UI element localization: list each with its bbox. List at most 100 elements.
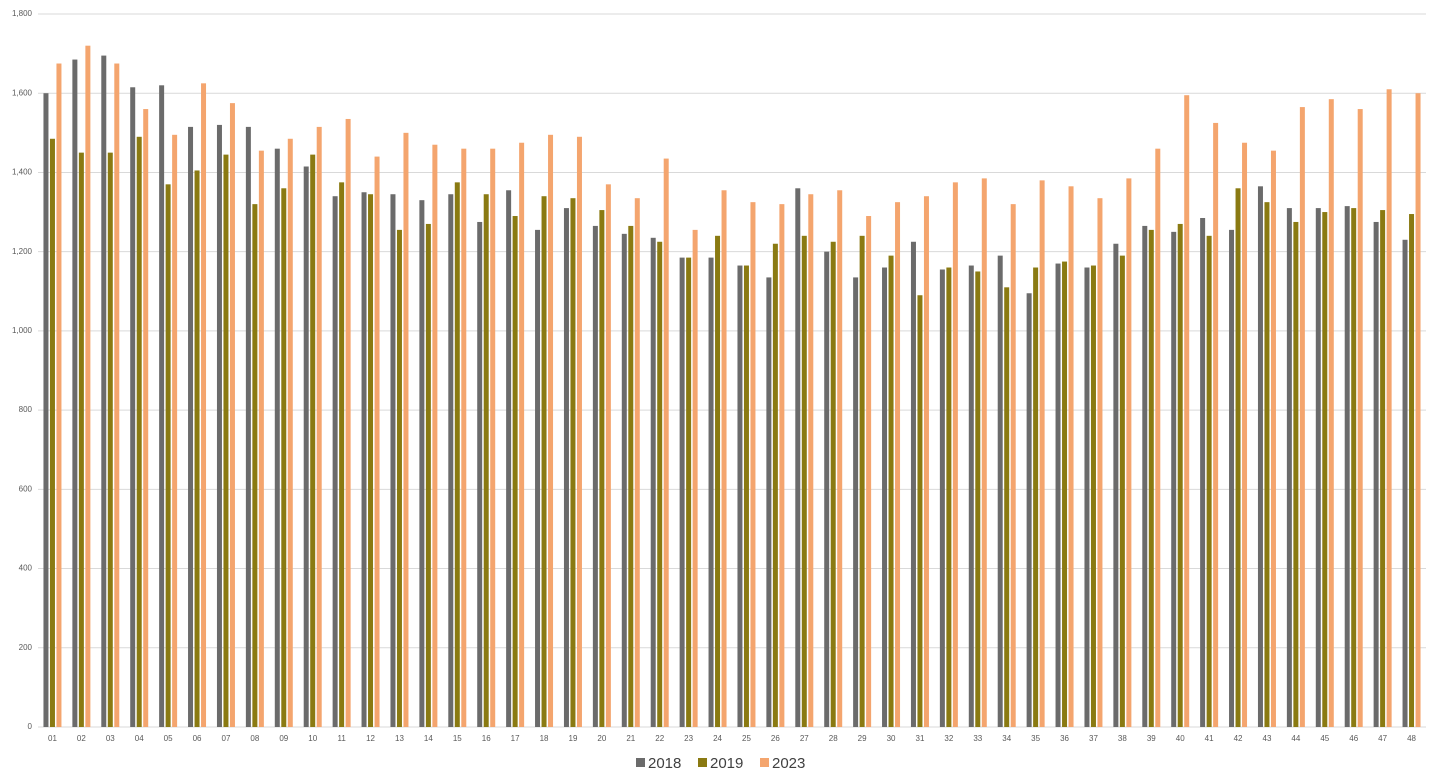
x-tick-label: 37 [1089,734,1098,743]
x-tick-label: 04 [135,734,144,743]
bar [252,204,258,728]
y-tick-label: 400 [19,564,33,573]
x-tick-label: 13 [395,734,404,743]
x-tick-label: 20 [597,734,606,743]
bar [172,134,178,727]
bar [1270,150,1276,728]
bar [766,277,772,727]
x-tick-label: 01 [48,734,57,743]
bar [1004,287,1010,727]
bar [737,265,743,727]
bar [506,190,512,728]
x-tick-label: 25 [742,734,751,743]
bar [477,221,483,728]
x-tick-label: 15 [453,734,462,743]
bar [1033,267,1039,727]
x-tick-label: 26 [771,734,780,743]
x-tick-label: 44 [1291,734,1300,743]
x-tick-label: 21 [626,734,635,743]
bar [1184,95,1190,728]
x-tick-label: 45 [1320,734,1329,743]
bar [917,295,923,727]
bar [1155,148,1161,727]
bar [1097,198,1103,728]
x-tick-label: 32 [944,734,953,743]
bar [1344,206,1350,727]
x-tick-label: 38 [1118,734,1127,743]
bar [281,188,287,728]
bar [1373,221,1379,728]
bar [1055,263,1061,727]
bar [303,166,309,727]
bar [628,225,634,728]
bar [715,235,721,728]
y-tick-label: 1,200 [12,247,33,256]
bar [1090,265,1096,727]
bar [1084,267,1090,727]
x-tick-label: 27 [800,734,809,743]
x-tick-label: 42 [1234,734,1243,743]
x-tick-label: 29 [858,734,867,743]
x-tick-label: 31 [916,734,925,743]
bar [657,241,663,727]
y-tick-label: 1,000 [12,326,33,335]
x-tick-label: 18 [540,734,549,743]
bar [454,182,460,727]
x-tick-label: 11 [337,734,346,743]
bar [1010,204,1016,728]
bar [78,152,84,727]
x-tick-label: 48 [1407,734,1416,743]
bar [229,103,235,727]
bar [274,148,280,727]
x-tick-label: 16 [482,734,491,743]
y-tick-label: 800 [19,405,33,414]
bar [159,85,165,728]
bar [1213,122,1219,728]
x-tick-label: 35 [1031,734,1040,743]
bar [1062,261,1068,727]
bar [483,194,489,727]
bar [1286,208,1292,727]
bar [859,235,865,728]
bar [332,196,338,727]
bar [743,265,749,727]
bar [708,257,714,727]
bar [1242,142,1248,728]
x-tick-label: 17 [511,734,520,743]
bar [130,87,136,727]
x-tick-label: 24 [713,734,722,743]
bar [1177,223,1183,727]
bar [165,184,171,728]
bar [136,136,142,728]
x-tick-label: 19 [569,734,578,743]
bar [1357,109,1363,728]
bar [968,265,974,727]
bar [1148,229,1154,727]
x-tick-label: 07 [222,734,231,743]
bar [882,267,888,727]
bar [1409,214,1415,727]
bar [535,229,541,727]
bar [361,192,367,727]
bar [114,63,120,727]
x-tick-label: 34 [1002,734,1011,743]
x-tick-label: 12 [366,734,375,743]
bar [1415,93,1421,727]
x-tick-label: 40 [1176,734,1185,743]
bar [43,93,49,727]
bar [1235,188,1241,728]
legend-label: 2023 [772,755,805,772]
bar [910,241,916,727]
bar [599,210,605,727]
x-tick-label: 46 [1349,734,1358,743]
bar [939,269,945,727]
bar [801,235,807,728]
bar [1171,231,1177,727]
bar [1126,178,1132,727]
bar [390,194,396,727]
bar [374,156,380,728]
x-tick-label: 06 [193,734,202,743]
bar [663,158,669,727]
y-tick-label: 600 [19,484,33,493]
bar [216,124,222,727]
